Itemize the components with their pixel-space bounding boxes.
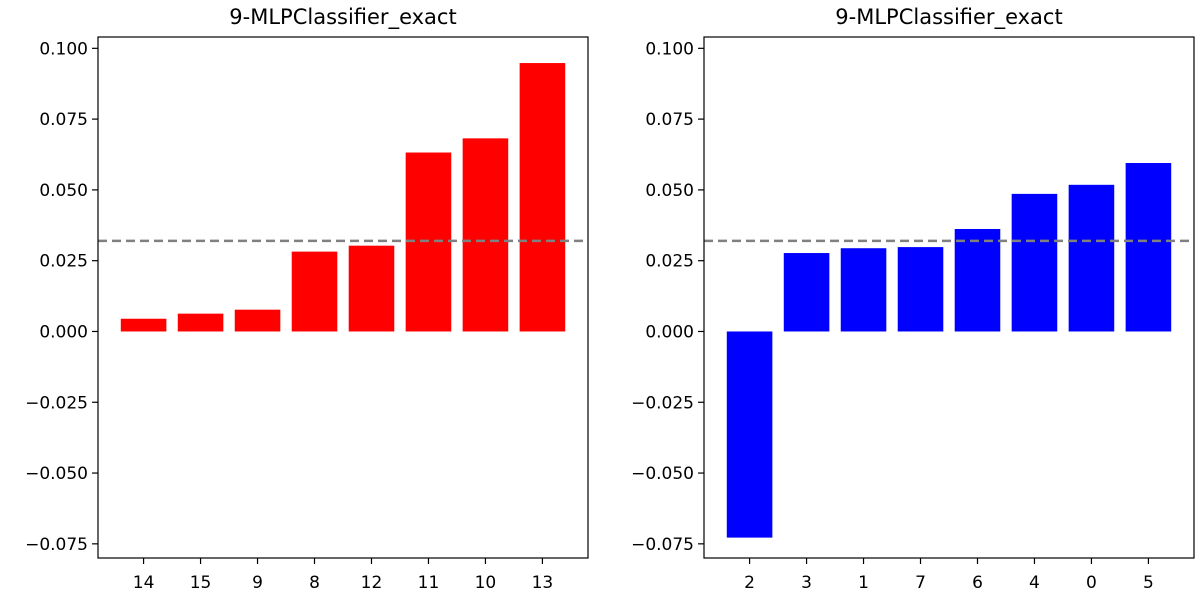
left-xtick-label: 11 [418, 573, 440, 593]
left-bar-15 [177, 313, 224, 332]
left-bar-8 [291, 251, 338, 332]
right-xtick-label: 1 [858, 573, 869, 593]
right-bar-2 [726, 331, 773, 538]
left-bar-chart: 9-MLPClassifier_exact −0.075 −0.050 −0.025… [25, 5, 589, 593]
left-xtick-label: 15 [190, 573, 212, 593]
right-ytick-label: 0.050 [645, 181, 694, 201]
left-ytick-label: −0.050 [25, 464, 88, 484]
left-xtick-label: 13 [532, 573, 554, 593]
right-bar-chart: 9-MLPClassifier_exact −0.075 −0.050 −0.025… [631, 5, 1195, 593]
right-xtick-label: 7 [915, 573, 926, 593]
left-axes-frame [97, 36, 589, 559]
left-ytick-label: −0.075 [25, 535, 88, 555]
right-bar-5 [1125, 163, 1172, 332]
right-bar-6 [954, 228, 1001, 332]
left-xtick-label: 10 [475, 573, 497, 593]
right-bar-0 [1068, 184, 1115, 332]
right-ytick-label: 0.075 [645, 110, 694, 130]
left-ytick-label: 0.025 [39, 252, 88, 272]
left-bar-13 [519, 63, 566, 332]
right-xtick-label: 0 [1086, 573, 1097, 593]
right-bar-3 [783, 253, 830, 332]
left-xtick-label: 9 [252, 573, 263, 593]
right-ytick-label: 0.000 [645, 322, 694, 342]
right-ytick-label: −0.075 [631, 535, 694, 555]
right-ytick-label: −0.050 [631, 464, 694, 484]
right-bar-7 [897, 247, 944, 332]
right-ytick-label: 0.100 [645, 39, 694, 59]
right-ytick-label: −0.025 [631, 393, 694, 413]
left-xtick-label: 8 [309, 573, 320, 593]
left-xtick-label: 12 [361, 573, 383, 593]
left-ytick-label: −0.025 [25, 393, 88, 413]
right-xtick-label: 3 [801, 573, 812, 593]
left-bar-10 [462, 138, 509, 332]
right-xtick-label: 4 [1029, 573, 1040, 593]
left-ytick-label: 0.075 [39, 110, 88, 130]
left-bar-12 [348, 245, 395, 332]
right-chart-title: 9-MLPClassifier_exact [835, 5, 1062, 30]
left-ytick-label: 0.100 [39, 39, 88, 59]
left-xtick-label: 14 [133, 573, 155, 593]
right-bar-1 [840, 248, 887, 332]
left-ytick-label: 0.050 [39, 181, 88, 201]
right-bar-4 [1011, 193, 1058, 332]
left-bar-14 [120, 318, 167, 332]
right-xtick-label: 6 [972, 573, 983, 593]
right-ytick-label: 0.025 [645, 252, 694, 272]
right-axes-frame [703, 36, 1195, 559]
left-ytick-label: 0.000 [39, 322, 88, 342]
left-bar-9 [234, 309, 281, 332]
right-xtick-label: 2 [744, 573, 755, 593]
left-chart-title: 9-MLPClassifier_exact [229, 5, 456, 30]
right-xtick-label: 5 [1143, 573, 1154, 593]
